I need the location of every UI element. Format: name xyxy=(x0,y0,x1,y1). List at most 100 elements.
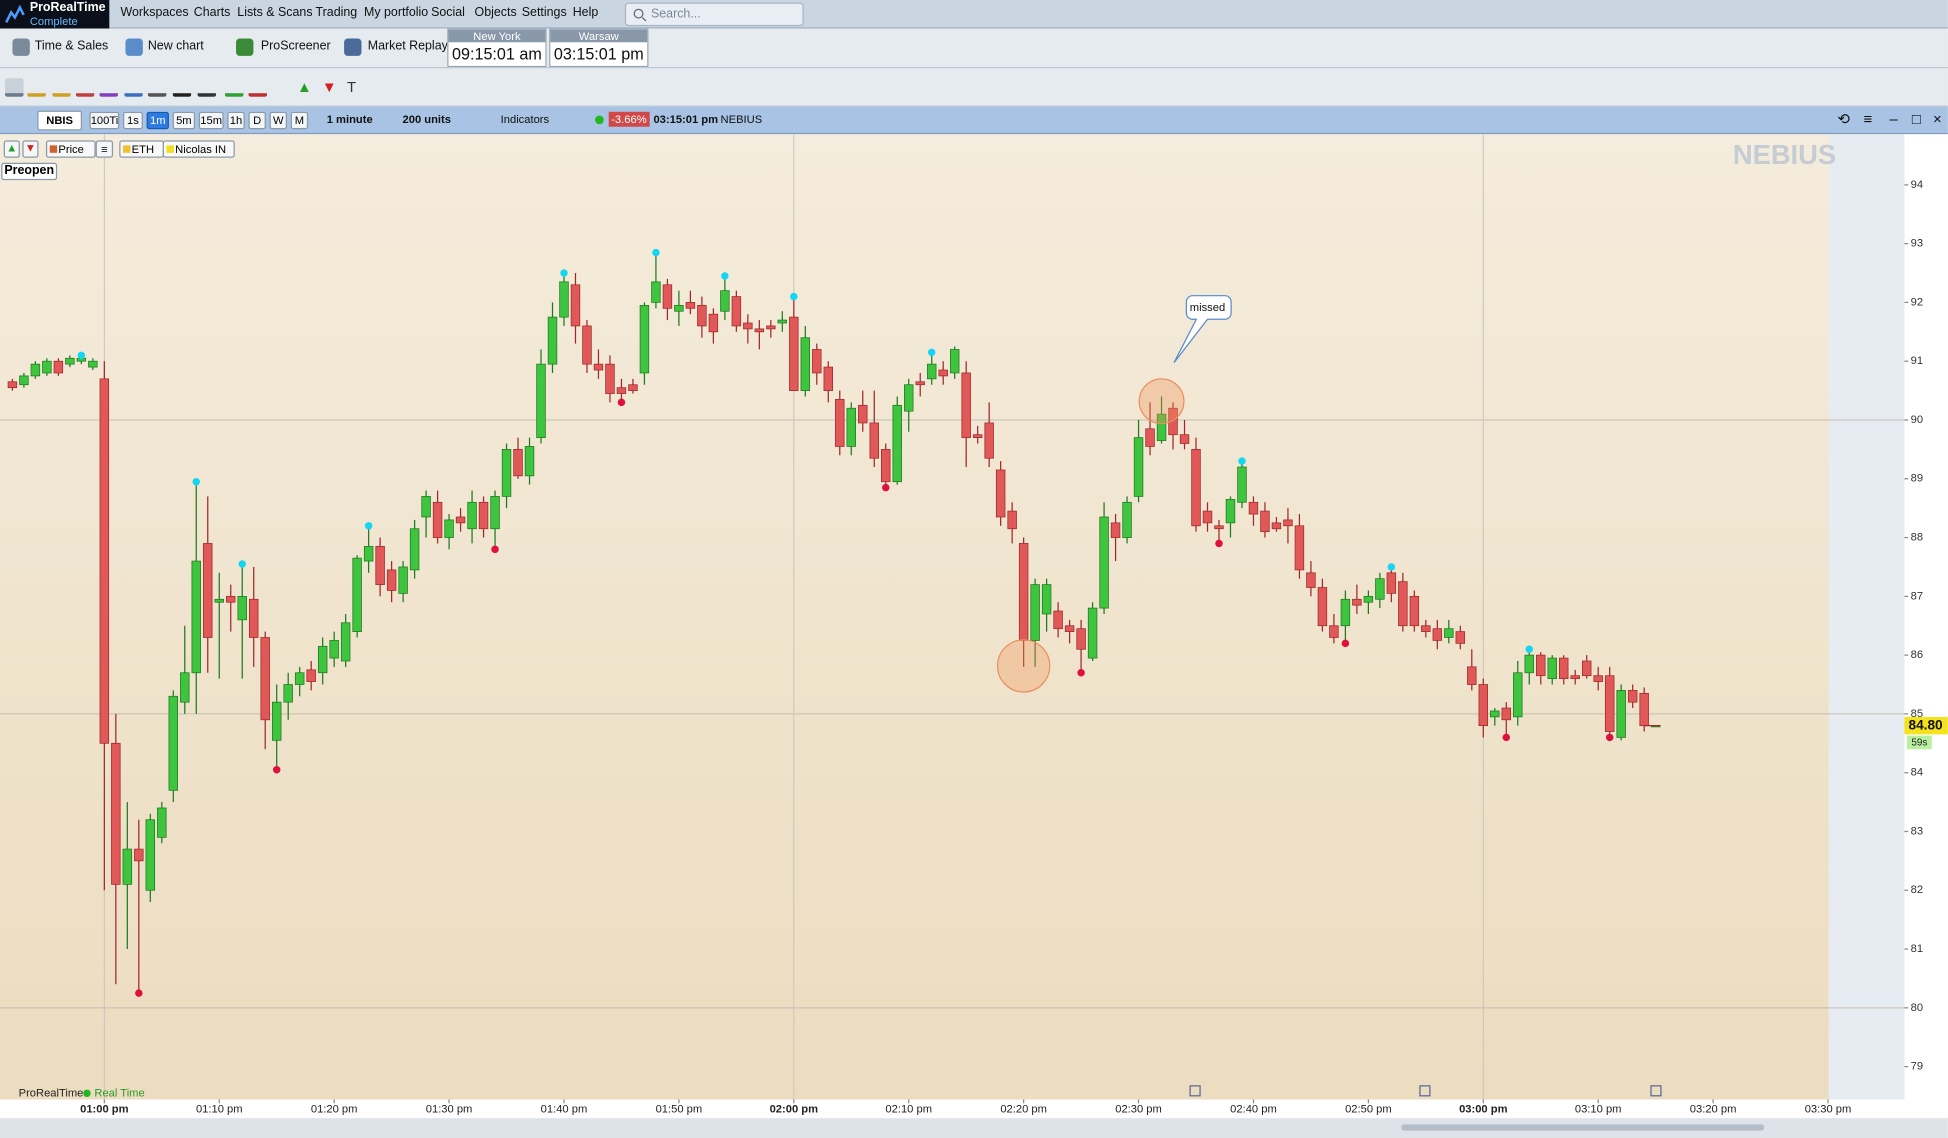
candle-body xyxy=(651,281,661,303)
drawing-toolbar: ▲ ▼ T xyxy=(0,68,1948,107)
window-control[interactable]: ⟲ xyxy=(1837,110,1850,128)
candle-body xyxy=(1467,666,1477,685)
tool-icon[interactable] xyxy=(248,78,268,97)
tool-icon[interactable] xyxy=(4,78,24,97)
interval-button[interactable]: 1m xyxy=(146,111,169,130)
x-tick-label: 01:00 pm xyxy=(80,1103,128,1115)
chip[interactable]: ETH xyxy=(119,140,164,158)
candle-body xyxy=(134,848,144,862)
list-button[interactable]: ≡ xyxy=(95,140,114,158)
swing-marker xyxy=(617,398,626,407)
menu-item[interactable]: Help xyxy=(572,6,599,20)
tool-icon[interactable] xyxy=(197,78,217,97)
tool-icon[interactable] xyxy=(124,78,143,97)
interval-button[interactable]: D xyxy=(248,111,266,130)
menu-item[interactable]: Trading xyxy=(315,6,358,20)
chip-swatch xyxy=(166,145,174,153)
session-label: Preopen xyxy=(1,162,58,181)
chip[interactable]: Price xyxy=(45,140,96,158)
feed-label: Real Time xyxy=(94,1087,144,1099)
swing-marker xyxy=(1215,539,1223,548)
interval-button[interactable]: 15m xyxy=(198,111,224,130)
tool-icon[interactable]: ▲ xyxy=(296,78,312,96)
x-tick-label: 03:00 pm xyxy=(1459,1103,1507,1115)
indicators[interactable]: Indicators xyxy=(500,113,550,126)
tool-icon[interactable] xyxy=(224,78,244,97)
window-control[interactable]: ≡ xyxy=(1863,110,1873,128)
tool-icon[interactable] xyxy=(147,78,167,97)
chart-header: NBIS 100Ti 1s 1m 5m 15m 1h D W M 1 minute 200 units… xyxy=(0,106,1948,135)
menu-item[interactable]: Workspaces xyxy=(120,6,189,20)
menu-item[interactable]: Objects xyxy=(474,6,517,20)
candle-body xyxy=(1087,607,1098,659)
search-box[interactable]: Search... xyxy=(624,2,804,27)
chip[interactable]: Nicolas IN xyxy=(162,140,235,158)
interval-button[interactable]: 100Ti xyxy=(89,111,120,130)
menu-item[interactable]: Lists & Scans xyxy=(237,6,313,20)
candle-body xyxy=(65,357,75,365)
candle-body xyxy=(30,363,41,377)
tool-icon[interactable] xyxy=(99,78,119,97)
swing-marker xyxy=(1238,457,1246,465)
candle-body xyxy=(1283,519,1293,527)
scrollbar xyxy=(0,1118,1948,1138)
scroll-thumb[interactable] xyxy=(1401,1124,1765,1131)
candle-body xyxy=(697,304,707,327)
chart: NEBIUS 79 80 81 82 83 84 85 86 87 88 89 90 91 92 93 94 0… xyxy=(0,134,1948,1138)
candle-body xyxy=(260,637,270,721)
candle-body xyxy=(478,501,489,530)
x-tick-label: 02:10 pm xyxy=(885,1103,932,1115)
tool-icon[interactable]: ▼ xyxy=(321,78,337,96)
interval-button[interactable]: 5m xyxy=(172,111,196,130)
y-tick-label: 80 xyxy=(1911,1002,1923,1014)
interval-button[interactable]: 1s xyxy=(122,111,143,130)
feed-dot xyxy=(83,1089,91,1098)
candle-body xyxy=(984,422,994,459)
candle-body xyxy=(1076,628,1086,650)
clock-time: 03:15:01 pm xyxy=(553,44,644,64)
tool-icon[interactable]: T xyxy=(347,78,357,96)
menu-item[interactable]: Social xyxy=(431,6,465,20)
tool-icon[interactable] xyxy=(75,78,95,97)
clock-city: New York xyxy=(448,29,546,43)
candle-body xyxy=(53,360,64,374)
window-control[interactable]: × xyxy=(1933,110,1942,128)
future-area xyxy=(1828,134,1905,1100)
ticker[interactable]: NBIS xyxy=(37,110,82,131)
y-tick-label: 87 xyxy=(1911,590,1923,602)
toolbar-button[interactable]: New chart xyxy=(125,36,219,61)
price-axis xyxy=(1904,134,1948,1119)
menu-item[interactable]: Charts xyxy=(193,6,231,20)
period[interactable]: 1 minute xyxy=(326,113,373,126)
candle-body xyxy=(363,546,374,562)
arrow-up[interactable]: ▲ xyxy=(3,140,20,158)
x-tick-label: 03:20 pm xyxy=(1690,1103,1737,1115)
candle-body xyxy=(386,569,397,591)
candle-body xyxy=(547,316,558,365)
candle-body xyxy=(1570,675,1580,680)
candle-body xyxy=(1248,501,1259,515)
x-tick-label: 03:30 pm xyxy=(1805,1103,1852,1115)
x-tick-label: 02:20 pm xyxy=(1000,1103,1047,1115)
candle-body xyxy=(455,516,466,524)
tool-icon[interactable] xyxy=(27,78,46,97)
candle-body xyxy=(926,363,937,380)
candle-body xyxy=(536,363,546,439)
candle-body xyxy=(766,325,776,330)
interval-button[interactable]: M xyxy=(290,111,309,130)
menu-item[interactable]: Settings xyxy=(521,6,567,20)
units[interactable]: 200 units xyxy=(402,113,451,126)
candle-body xyxy=(1030,584,1040,641)
window-control[interactable]: □ xyxy=(1911,110,1921,128)
interval-button[interactable]: W xyxy=(269,111,287,130)
tool-icon[interactable] xyxy=(172,78,192,97)
arrow-down[interactable]: ▼ xyxy=(22,140,39,158)
menu-item[interactable]: My portfolio xyxy=(363,6,429,20)
toolbar-button[interactable]: ProScreener xyxy=(236,36,331,61)
tool-icon[interactable] xyxy=(52,78,71,97)
toolbar-button[interactable]: Time & Sales xyxy=(12,36,116,61)
toolbar-button[interactable]: Market Replay xyxy=(344,36,448,61)
highlight-circle xyxy=(996,639,1051,693)
interval-button[interactable]: 1h xyxy=(227,111,245,130)
window-control[interactable]: – xyxy=(1889,110,1898,128)
